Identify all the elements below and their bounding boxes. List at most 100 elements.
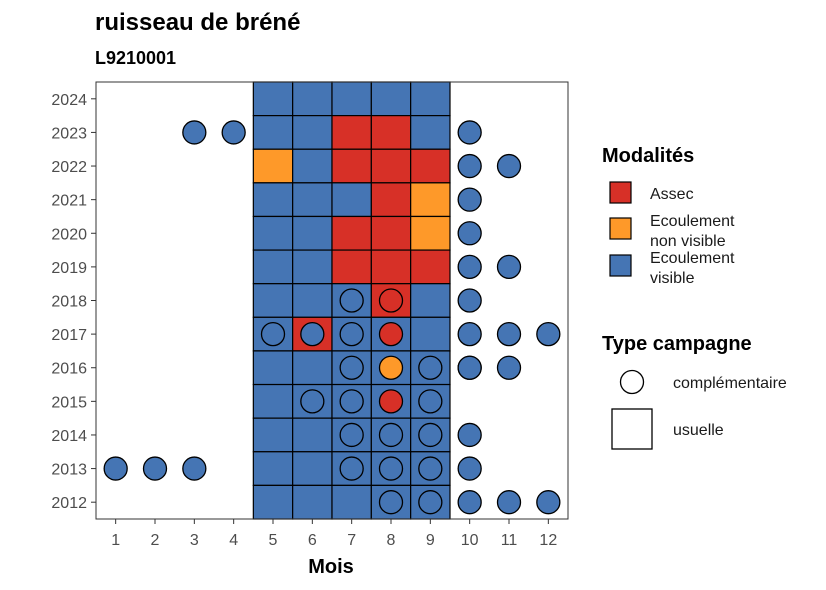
point-2013-8 (378, 456, 404, 481)
point-2017-8 (378, 321, 404, 347)
tile-2021-9 (410, 182, 451, 218)
point-2021-10 (457, 187, 482, 212)
y-tick-label: 2014 (51, 428, 87, 445)
legend-label-line: non visible (650, 233, 726, 250)
point-2015-9 (418, 389, 443, 414)
tile-2021-7 (331, 182, 372, 218)
plot-area (103, 81, 561, 520)
tile-2014-5 (252, 417, 294, 453)
y-tick-label: 2023 (51, 125, 87, 142)
y-tick-label: 2024 (51, 92, 87, 109)
point-2023-10 (457, 120, 482, 145)
legend-label-line: Ecoulement (650, 250, 735, 267)
tile-2024-9 (410, 81, 451, 117)
tile-2021-8 (370, 182, 412, 218)
legend-label-2: Ecoulement visible (650, 250, 735, 287)
legend-type-label-1: usuelle (673, 422, 724, 439)
tile-2019-6 (292, 249, 333, 285)
x-axis-title: Mois (308, 556, 354, 578)
x-tick-label: 1 (111, 532, 120, 549)
tile-2014-6 (292, 417, 333, 453)
tile-2013-5 (252, 451, 294, 486)
y-axis: 2012 2013 2014 2015 2016 2017 2018 2019 2020 2021… (51, 92, 96, 512)
legend-label-line: Ecoulement (650, 213, 735, 230)
tile-2022-8 (370, 148, 412, 184)
tile-2019-8 (370, 249, 412, 285)
tile-2022-5 (252, 148, 294, 184)
legend-label-line: Assec (650, 186, 694, 203)
point-2022-11 (496, 153, 522, 179)
tile-2022-6 (292, 148, 333, 184)
x-tick-label: 8 (387, 532, 396, 549)
point-2013-7 (339, 456, 364, 481)
point-2017-7 (339, 321, 364, 347)
legend-label-line: visible (650, 270, 695, 287)
tile-2023-9 (410, 115, 451, 150)
x-tick-label: 9 (426, 532, 435, 549)
tile-2019-5 (252, 249, 294, 285)
point-2012-11 (496, 490, 522, 515)
point-2013-9 (418, 456, 443, 481)
tile-2023-7 (331, 115, 372, 150)
point-2018-7 (339, 288, 364, 313)
tile-2021-5 (252, 182, 294, 218)
tile-2024-7 (331, 81, 372, 117)
tile-2016-6 (292, 350, 333, 386)
point-2014-9 (418, 422, 443, 448)
tile-2023-5 (252, 115, 294, 150)
legend-modalites-title: Modalités (602, 145, 694, 167)
point-2013-1 (103, 456, 128, 481)
tile-2020-6 (292, 215, 333, 251)
x-tick-label: 6 (308, 532, 317, 549)
point-2017-12 (536, 321, 561, 347)
point-2016-8 (378, 355, 404, 380)
legend-type-label-0: complémentaire (673, 375, 787, 392)
tile-2012-5 (252, 484, 294, 520)
chart-title: ruisseau de bréné (95, 9, 300, 36)
y-tick-label: 2020 (51, 226, 87, 243)
point-2014-10 (457, 422, 482, 448)
point-2012-8 (378, 490, 404, 515)
point-2019-10 (457, 254, 482, 280)
tile-2024-6 (292, 81, 333, 117)
point-2023-3 (182, 120, 207, 145)
legend-type-title: Type campagne (602, 333, 752, 355)
x-tick-label: 7 (347, 532, 356, 549)
tile-2024-8 (370, 81, 412, 117)
point-2012-12 (536, 490, 561, 515)
y-tick-label: 2015 (51, 394, 87, 411)
point-2016-11 (496, 355, 522, 380)
point-2017-10 (457, 321, 482, 347)
tile-2022-7 (331, 148, 372, 184)
tile-2019-9 (410, 249, 451, 285)
point-2016-10 (457, 355, 482, 380)
x-tick-label: 3 (190, 532, 199, 549)
x-tick-label: 12 (539, 532, 557, 549)
point-2020-10 (457, 221, 482, 246)
tile-2018-6 (292, 283, 333, 318)
point-2012-10 (457, 490, 482, 515)
point-2019-11 (496, 254, 522, 280)
point-2017-5 (260, 321, 286, 347)
point-2014-7 (339, 422, 364, 448)
point-2013-3 (182, 456, 207, 481)
point-2017-11 (496, 321, 522, 347)
tile-2016-5 (252, 350, 294, 386)
point-2015-6 (300, 389, 325, 414)
tile-2023-6 (292, 115, 333, 150)
legend-label-1: Ecoulement non visible (650, 213, 735, 250)
point-2018-10 (457, 288, 482, 313)
tile-2020-7 (331, 215, 372, 251)
point-2016-9 (418, 355, 443, 380)
tile-2020-5 (252, 215, 294, 251)
tile-2015-5 (252, 383, 294, 419)
tile-2024-5 (252, 81, 294, 117)
x-tick-label: 2 (151, 532, 160, 549)
legend-types: complémentaire usuelle (611, 369, 787, 450)
y-tick-label: 2022 (51, 159, 87, 176)
legend-swatch-0 (609, 181, 632, 204)
chart-subtitle: L9210001 (95, 48, 176, 68)
